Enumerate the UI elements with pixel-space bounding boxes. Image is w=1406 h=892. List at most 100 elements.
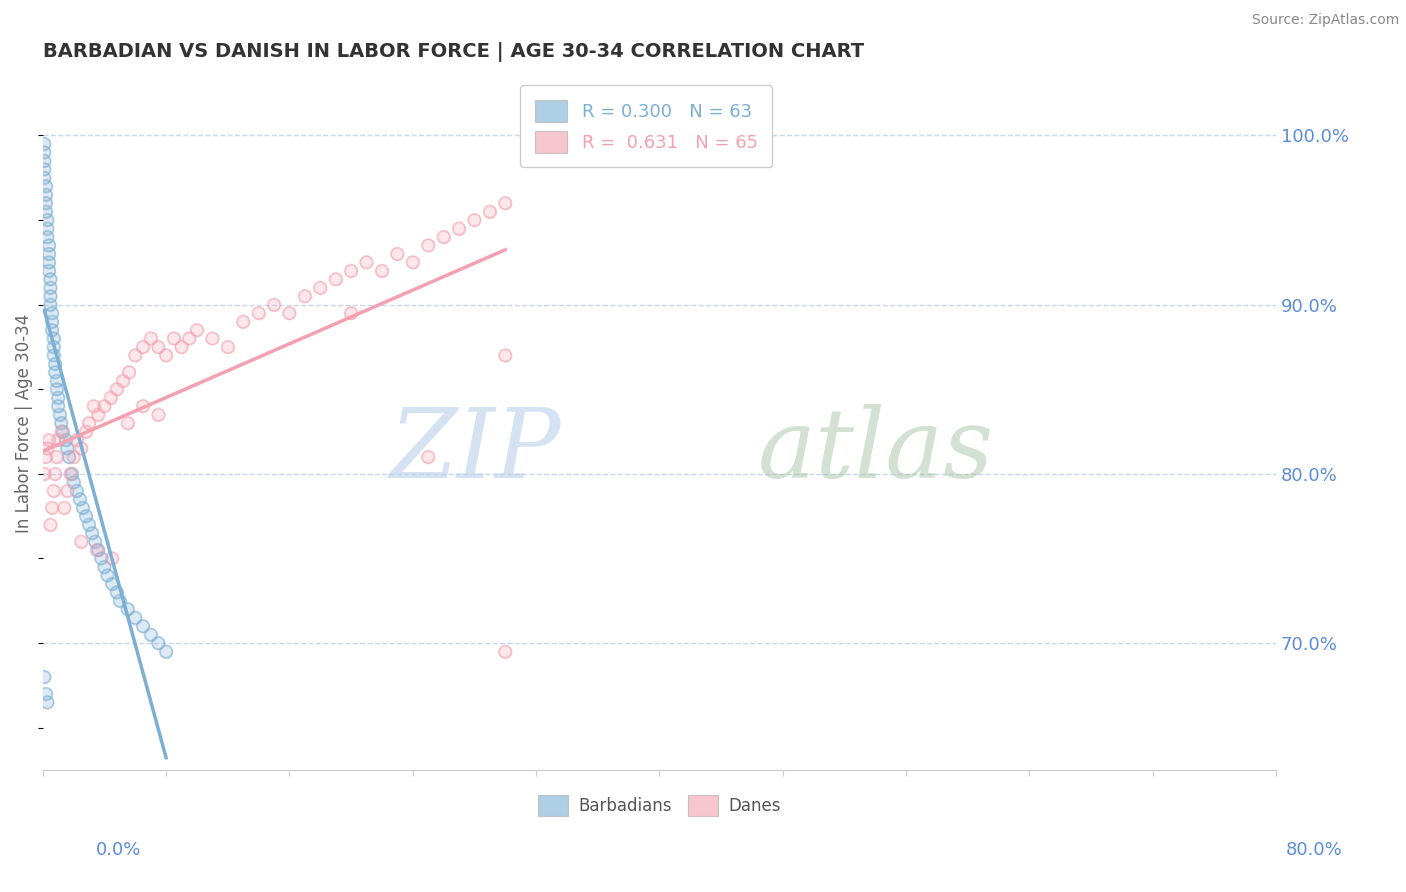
Point	[117, 602, 139, 616]
Point	[105, 585, 128, 599]
Point	[155, 348, 177, 362]
Point	[132, 619, 155, 633]
Point	[72, 500, 94, 515]
Point	[84, 534, 107, 549]
Point	[37, 442, 59, 456]
Point	[56, 483, 79, 498]
Point	[41, 315, 63, 329]
Point	[148, 340, 170, 354]
Point	[59, 467, 82, 481]
Point	[75, 509, 97, 524]
Point	[418, 450, 440, 464]
Point	[45, 374, 67, 388]
Point	[340, 306, 363, 320]
Point	[41, 500, 63, 515]
Point	[35, 687, 58, 701]
Point	[278, 306, 301, 320]
Point	[39, 517, 62, 532]
Point	[402, 255, 425, 269]
Point	[418, 238, 440, 252]
Point	[139, 331, 162, 345]
Point	[41, 315, 63, 329]
Point	[56, 442, 79, 456]
Point	[75, 425, 97, 439]
Point	[38, 255, 60, 269]
Point	[41, 323, 63, 337]
Point	[42, 348, 65, 362]
Point	[111, 374, 134, 388]
Point	[111, 374, 134, 388]
Point	[139, 627, 162, 641]
Point	[38, 255, 60, 269]
Point	[39, 272, 62, 286]
Point	[52, 425, 75, 439]
Point	[70, 442, 93, 456]
Point	[101, 577, 124, 591]
Point	[34, 170, 56, 185]
Point	[34, 170, 56, 185]
Point	[41, 323, 63, 337]
Point	[46, 433, 69, 447]
Point	[42, 348, 65, 362]
Point	[38, 247, 60, 261]
Point	[46, 433, 69, 447]
Point	[325, 272, 347, 286]
Point	[387, 247, 409, 261]
Point	[447, 221, 470, 235]
Point	[77, 517, 100, 532]
Point	[309, 281, 332, 295]
Point	[34, 136, 56, 151]
Point	[44, 357, 66, 371]
Point	[232, 315, 254, 329]
Point	[478, 204, 501, 219]
Point	[62, 450, 84, 464]
Point	[87, 408, 110, 422]
Point	[356, 255, 378, 269]
Point	[155, 644, 177, 658]
Point	[186, 323, 208, 337]
Point	[494, 644, 516, 658]
Point	[124, 348, 146, 362]
Point	[34, 670, 56, 684]
Point	[45, 450, 67, 464]
Point	[232, 315, 254, 329]
Point	[463, 213, 485, 227]
Point	[37, 213, 59, 227]
Point	[132, 399, 155, 413]
Point	[494, 348, 516, 362]
Point	[62, 475, 84, 490]
Point	[371, 264, 394, 278]
Point	[58, 450, 80, 464]
Point	[418, 238, 440, 252]
Point	[72, 500, 94, 515]
Point	[39, 289, 62, 303]
Point	[117, 416, 139, 430]
Point	[37, 230, 59, 244]
Point	[148, 340, 170, 354]
Point	[37, 442, 59, 456]
Point	[118, 365, 141, 379]
Point	[83, 399, 105, 413]
Point	[80, 526, 103, 541]
Point	[247, 306, 270, 320]
Point	[356, 255, 378, 269]
Point	[52, 425, 75, 439]
Point	[494, 348, 516, 362]
Point	[93, 399, 115, 413]
Point	[37, 230, 59, 244]
Point	[494, 644, 516, 658]
Point	[39, 289, 62, 303]
Point	[45, 374, 67, 388]
Point	[494, 196, 516, 211]
Point	[60, 467, 83, 481]
Point	[83, 399, 105, 413]
Point	[35, 687, 58, 701]
Point	[90, 551, 112, 566]
Point	[132, 399, 155, 413]
Point	[42, 331, 65, 345]
Point	[148, 408, 170, 422]
Text: 0.0%: 0.0%	[96, 840, 141, 858]
Point	[100, 391, 122, 405]
Point	[70, 442, 93, 456]
Point	[35, 196, 58, 211]
